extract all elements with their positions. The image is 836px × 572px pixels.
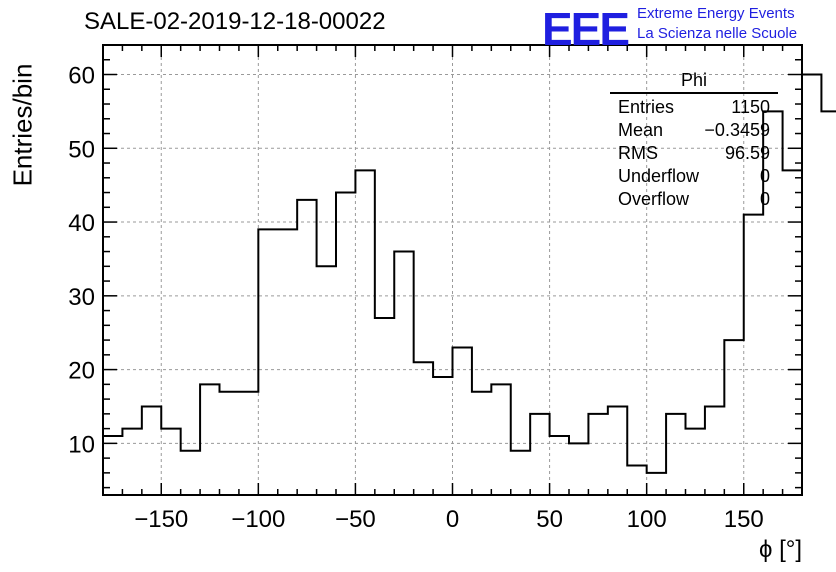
x-tick-label: 150 (724, 506, 764, 533)
stats-row: RMS 96.59 (610, 142, 778, 165)
run-title: SALE-02-2019-12-18-00022 (84, 8, 386, 35)
axis-ticks (102, 44, 803, 495)
eee-logo: EEE (542, 3, 630, 55)
logo-caption: Extreme Energy Events La Scienza nelle S… (637, 4, 797, 44)
stats-label: RMS (618, 143, 658, 163)
stats-value: 1150 (731, 97, 770, 117)
x-axis-label: ϕ [°] (758, 536, 802, 563)
x-tick-label: 0 (446, 506, 459, 533)
stats-row: Overflow 0 (610, 188, 778, 211)
logo-caption-line2: La Scienza nelle Scuole (637, 25, 798, 42)
stats-row: Entries 1150 (610, 96, 778, 119)
stats-value: 0 (759, 189, 770, 209)
stats-value: 96.59 (724, 143, 770, 163)
stats-label: Overflow (618, 189, 690, 209)
y-tick-label: 60 (68, 63, 95, 90)
stats-box: Phi Entries 1150 Mean −0.3459 RMS 96.59 Und… (610, 70, 778, 211)
y-axis-label: Entries/bin (8, 60, 38, 190)
y-tick-label: 50 (68, 136, 95, 163)
logo-caption-line1: Extreme Energy Events (637, 5, 795, 22)
stats-title: Phi (610, 70, 778, 94)
tick-labels: −150 −100 −50 0 50 100 150 10 20 30 40 50 60 (68, 63, 763, 533)
x-tick-label: −50 (335, 506, 376, 533)
stats-value: −0.3459 (704, 120, 770, 140)
stats-label: Mean (618, 120, 664, 140)
stats-label: Underflow (618, 166, 700, 186)
x-tick-label: −100 (231, 506, 285, 533)
y-tick-label: 10 (68, 431, 95, 458)
stats-row: Mean −0.3459 (610, 119, 778, 142)
stats-label: Entries (618, 97, 675, 117)
stats-value: 0 (759, 166, 770, 186)
stats-row: Underflow 0 (610, 165, 778, 188)
x-tick-label: 50 (536, 506, 563, 533)
x-tick-label: −150 (134, 506, 188, 533)
y-tick-label: 20 (68, 358, 95, 385)
y-tick-label: 30 (68, 284, 95, 311)
y-tick-label: 40 (68, 210, 95, 237)
histogram-series (103, 73, 836, 474)
x-tick-label: 100 (627, 506, 667, 533)
y-axis-label-text: Entries/bin (7, 63, 38, 187)
